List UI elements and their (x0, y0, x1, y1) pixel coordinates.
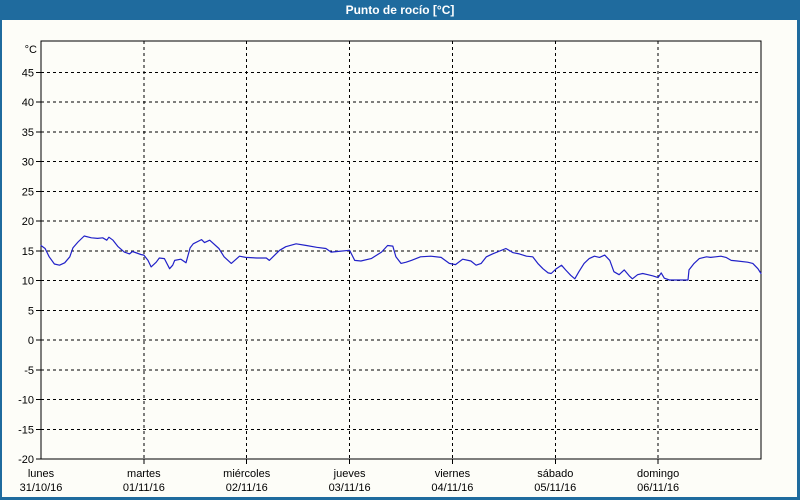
x-day-name-label: jueves (333, 468, 366, 480)
axis-ticks (36, 72, 659, 464)
chart-title: Punto de rocío [°C] (345, 3, 455, 17)
x-day-name-label: lunes (28, 468, 55, 480)
y-tick-label: 45 (22, 68, 34, 80)
x-day-name-label: miércoles (223, 468, 271, 480)
y-tick-label: -10 (18, 395, 34, 407)
x-day-date-label: 02/11/16 (226, 482, 268, 494)
y-tick-label: 25 (22, 186, 34, 198)
x-day-date-label: 03/11/16 (329, 482, 371, 494)
x-day-name-label: sábado (537, 468, 573, 480)
y-tick-label: -15 (18, 424, 34, 436)
y-tick-label: 20 (22, 216, 34, 228)
y-tick-label: -5 (24, 365, 34, 377)
y-tick-label: 10 (22, 276, 34, 288)
x-day-name-label: martes (127, 468, 161, 480)
dew-point-line (40, 235, 762, 281)
x-day-date-label: 06/11/16 (637, 482, 679, 494)
x-day-name-label: domingo (637, 468, 679, 480)
chart-titlebar: Punto de rocío [°C] (0, 0, 800, 20)
x-day-date-label: 04/11/16 (431, 482, 473, 494)
gridlines (41, 41, 761, 459)
y-tick-label: 30 (22, 157, 34, 169)
x-day-date-label: 01/11/16 (123, 482, 165, 494)
y-tick-label: 0 (28, 335, 34, 347)
plot-border (40, 40, 762, 460)
y-tick-label: 35 (22, 127, 34, 139)
x-day-name-label: viernes (435, 468, 471, 480)
y-tick-label: -20 (18, 454, 34, 466)
chart-content: 45 40 35 30 25 20 15 10 5 0 -5 -10 -15 -20 °C lunes 31/1… (2, 20, 797, 497)
x-day-date-label: 05/11/16 (534, 482, 576, 494)
x-day-date-label: 31/10/16 (20, 482, 63, 494)
y-tick-label: 5 (28, 305, 34, 317)
axis-labels: 45 40 35 30 25 20 15 10 5 0 -5 -10 -15 -20 °C lunes 31/1… (18, 44, 679, 494)
y-axis-unit-label: °C (25, 44, 37, 56)
y-tick-label: 15 (22, 246, 34, 258)
y-tick-label: 40 (22, 97, 34, 109)
dew-point-chart: 45 40 35 30 25 20 15 10 5 0 -5 -10 -15 -20 °C lunes 31/1… (18, 40, 762, 494)
